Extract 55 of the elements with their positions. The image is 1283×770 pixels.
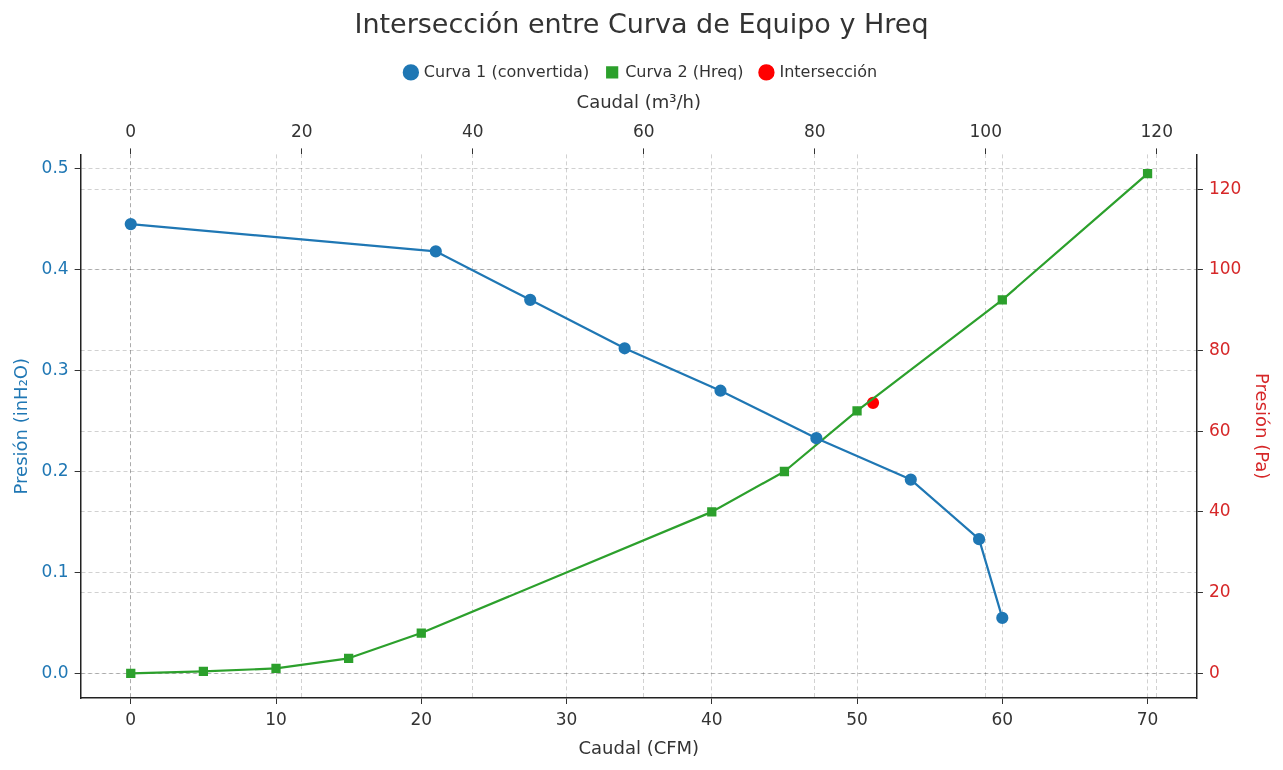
legend-label: Curva 2 (Hreq) [625, 61, 744, 81]
x2-tick-label: 20 [290, 120, 313, 141]
y-tick-label: 0.3 [41, 358, 69, 379]
point [416, 628, 426, 638]
point [904, 473, 917, 486]
x2-tick-label: 100 [969, 120, 1002, 141]
point [126, 668, 136, 679]
x-axis-title: Caudal (CFM) [578, 736, 700, 758]
y-tick-label: 0.5 [41, 156, 69, 177]
y2-tick-label: 0 [1208, 661, 1220, 682]
legend-label: Curva 1 (convertida) [423, 61, 590, 81]
x2-tick-label: 120 [1140, 120, 1173, 141]
point [1142, 168, 1153, 179]
y2-axis-title: Presión (Pa) [1251, 373, 1273, 480]
y2-tick-label: 20 [1208, 581, 1231, 602]
y-axis-title: Presión (inH₂O) [10, 357, 32, 495]
x2-tick-label: 0 [125, 120, 137, 141]
y2-tick-label: 80 [1208, 338, 1231, 359]
point [997, 295, 1007, 305]
x2-axis-title: Caudal (m³/h) [576, 90, 702, 112]
point [271, 663, 281, 674]
x2-tick-label: 60 [632, 120, 655, 141]
x-tick-label: 0 [125, 708, 137, 729]
y2-tick-label: 120 [1208, 177, 1242, 198]
point [618, 342, 631, 355]
y-tick-label: 0.4 [41, 257, 69, 278]
point [714, 384, 727, 397]
point [344, 653, 354, 663]
x-tick-label: 40 [700, 708, 723, 729]
y2-tick-label: 60 [1208, 419, 1231, 440]
y-tick-label: 0.0 [41, 661, 69, 682]
point [810, 432, 823, 445]
x2-tick-label: 40 [461, 120, 484, 141]
point [779, 466, 790, 477]
point [524, 293, 537, 306]
y2-tick-label: 40 [1208, 500, 1231, 521]
y-tick-label: 0.2 [41, 459, 69, 480]
point [198, 666, 209, 677]
point [852, 406, 862, 416]
y-tick-label: 0.1 [41, 560, 69, 581]
legend-label: Intersección [779, 61, 878, 81]
point [124, 217, 137, 231]
point [707, 507, 717, 517]
x-tick-label: 60 [991, 708, 1014, 729]
x2-tick-label: 80 [803, 120, 826, 141]
x-tick-label: 50 [846, 708, 868, 729]
x-tick-label: 30 [555, 708, 578, 729]
point [996, 611, 1009, 625]
chart-title: Intersección entre Curva de Equipo y Hreq [354, 8, 929, 40]
point [429, 245, 442, 258]
x-tick-label: 10 [265, 708, 287, 729]
x-tick-label: 70 [1136, 708, 1159, 729]
point [972, 533, 986, 546]
y2-tick-label: 100 [1208, 258, 1242, 279]
x-tick-label: 20 [410, 708, 433, 729]
